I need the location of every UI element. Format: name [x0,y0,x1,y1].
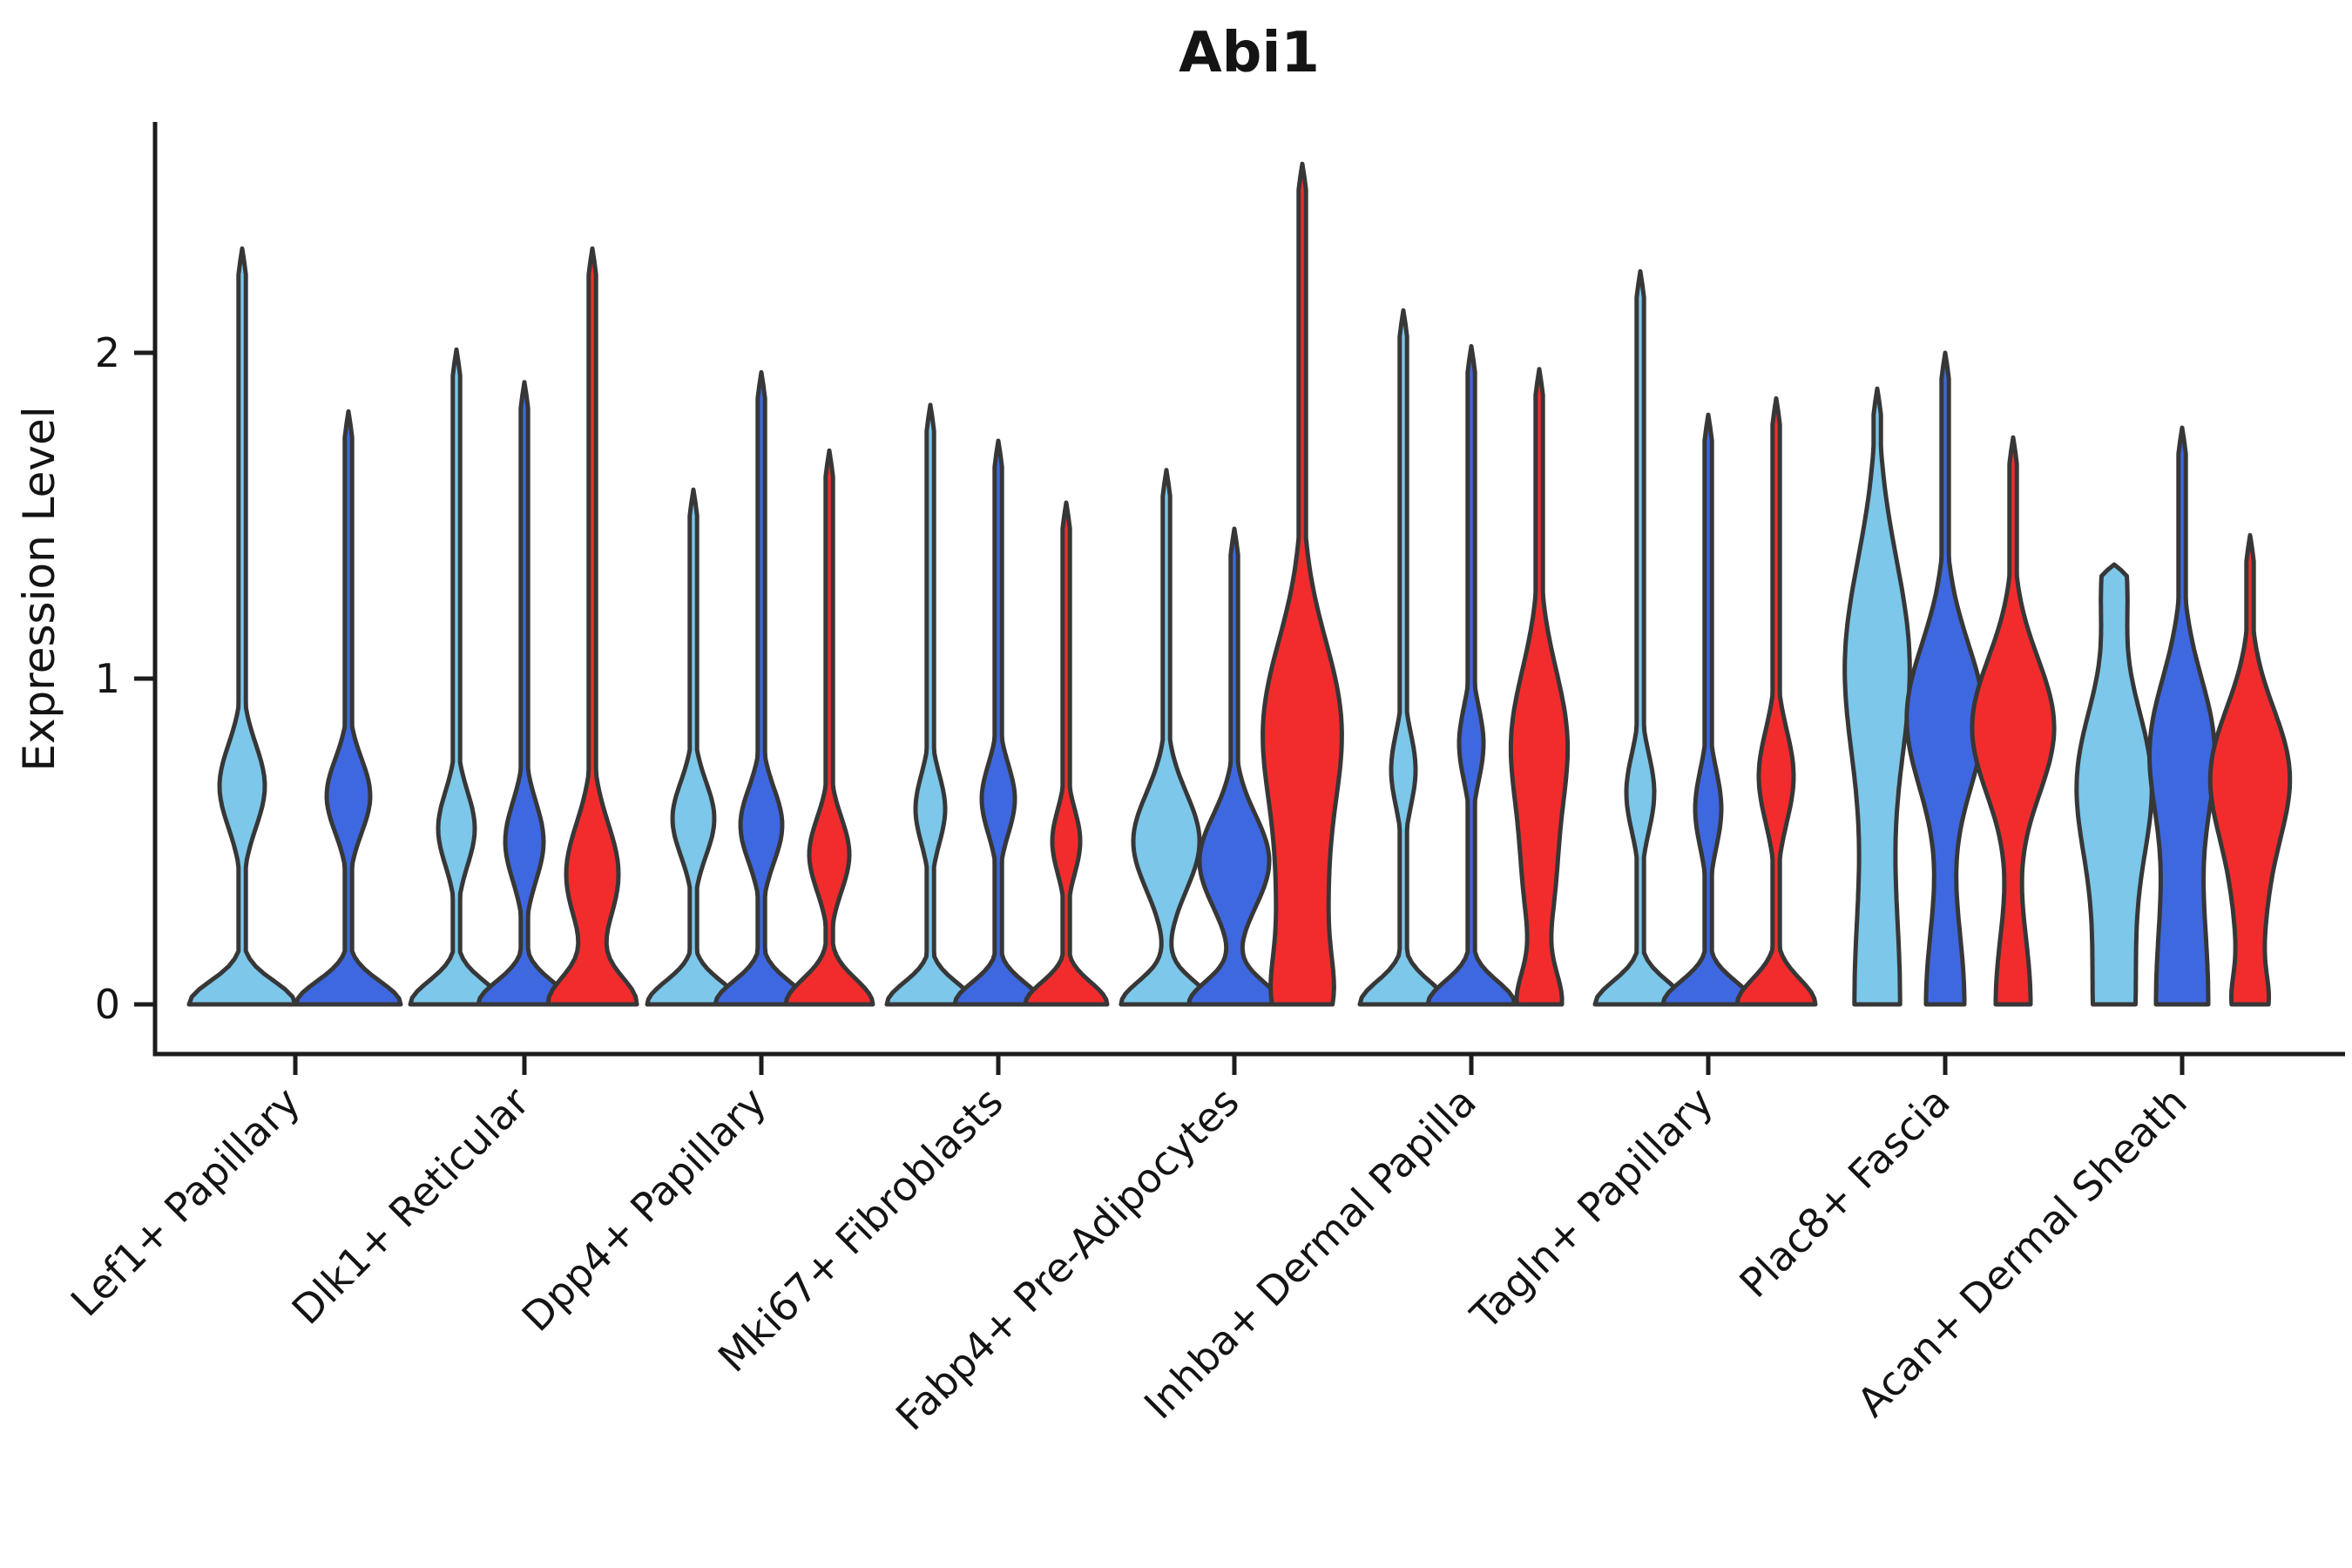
violin-mki67+-red [1023,500,1110,1007]
y-tick-label-0: 0 [95,981,120,1028]
chart-title: Abi1 [1179,21,1320,85]
violins-layer [186,161,2293,1007]
violin-acan+-blue [2147,425,2217,1007]
violin-acan+-red [2207,532,2293,1007]
y-tick-label-2: 2 [95,329,120,376]
y-tick-label-1: 1 [95,655,120,702]
violin-dpp4+-light_blue [645,487,742,1007]
violin-plac8+-light_blue [1842,386,1912,1007]
violin-dpp4+-blue [713,369,810,1007]
violin-dlk1+-blue [476,380,573,1007]
violin-tagln+-blue [1660,412,1756,1007]
violin-tagln+-light_blue [1592,269,1688,1007]
violin-plac8+-red [1970,435,2057,1007]
violin-plac8+-blue [1904,350,1986,1007]
y-axis-label: Expression Level [14,406,64,771]
violin-fabp4+-red [1260,161,1344,1007]
violin-inhba+-blue [1425,344,1517,1007]
violin-lef1+-light_blue [186,246,298,1007]
violin-dlk1+-red [545,246,639,1007]
violin-fabp4+-blue [1186,526,1282,1007]
violin-dlk1+-light_blue [408,347,505,1007]
violin-mki67+-light_blue [884,402,977,1007]
violin-inhba+-light_blue [1357,308,1450,1007]
violin-lef1+-blue [294,409,403,1007]
violin-dpp4+-red [783,448,875,1007]
violin-tagln+-red [1734,395,1818,1007]
violin-inhba+-red [1508,367,1571,1007]
violin-acan+-light_blue [2074,562,2154,1007]
violin-mki67+-blue [952,438,1044,1007]
violin-fabp4+-light_blue [1119,468,1214,1007]
